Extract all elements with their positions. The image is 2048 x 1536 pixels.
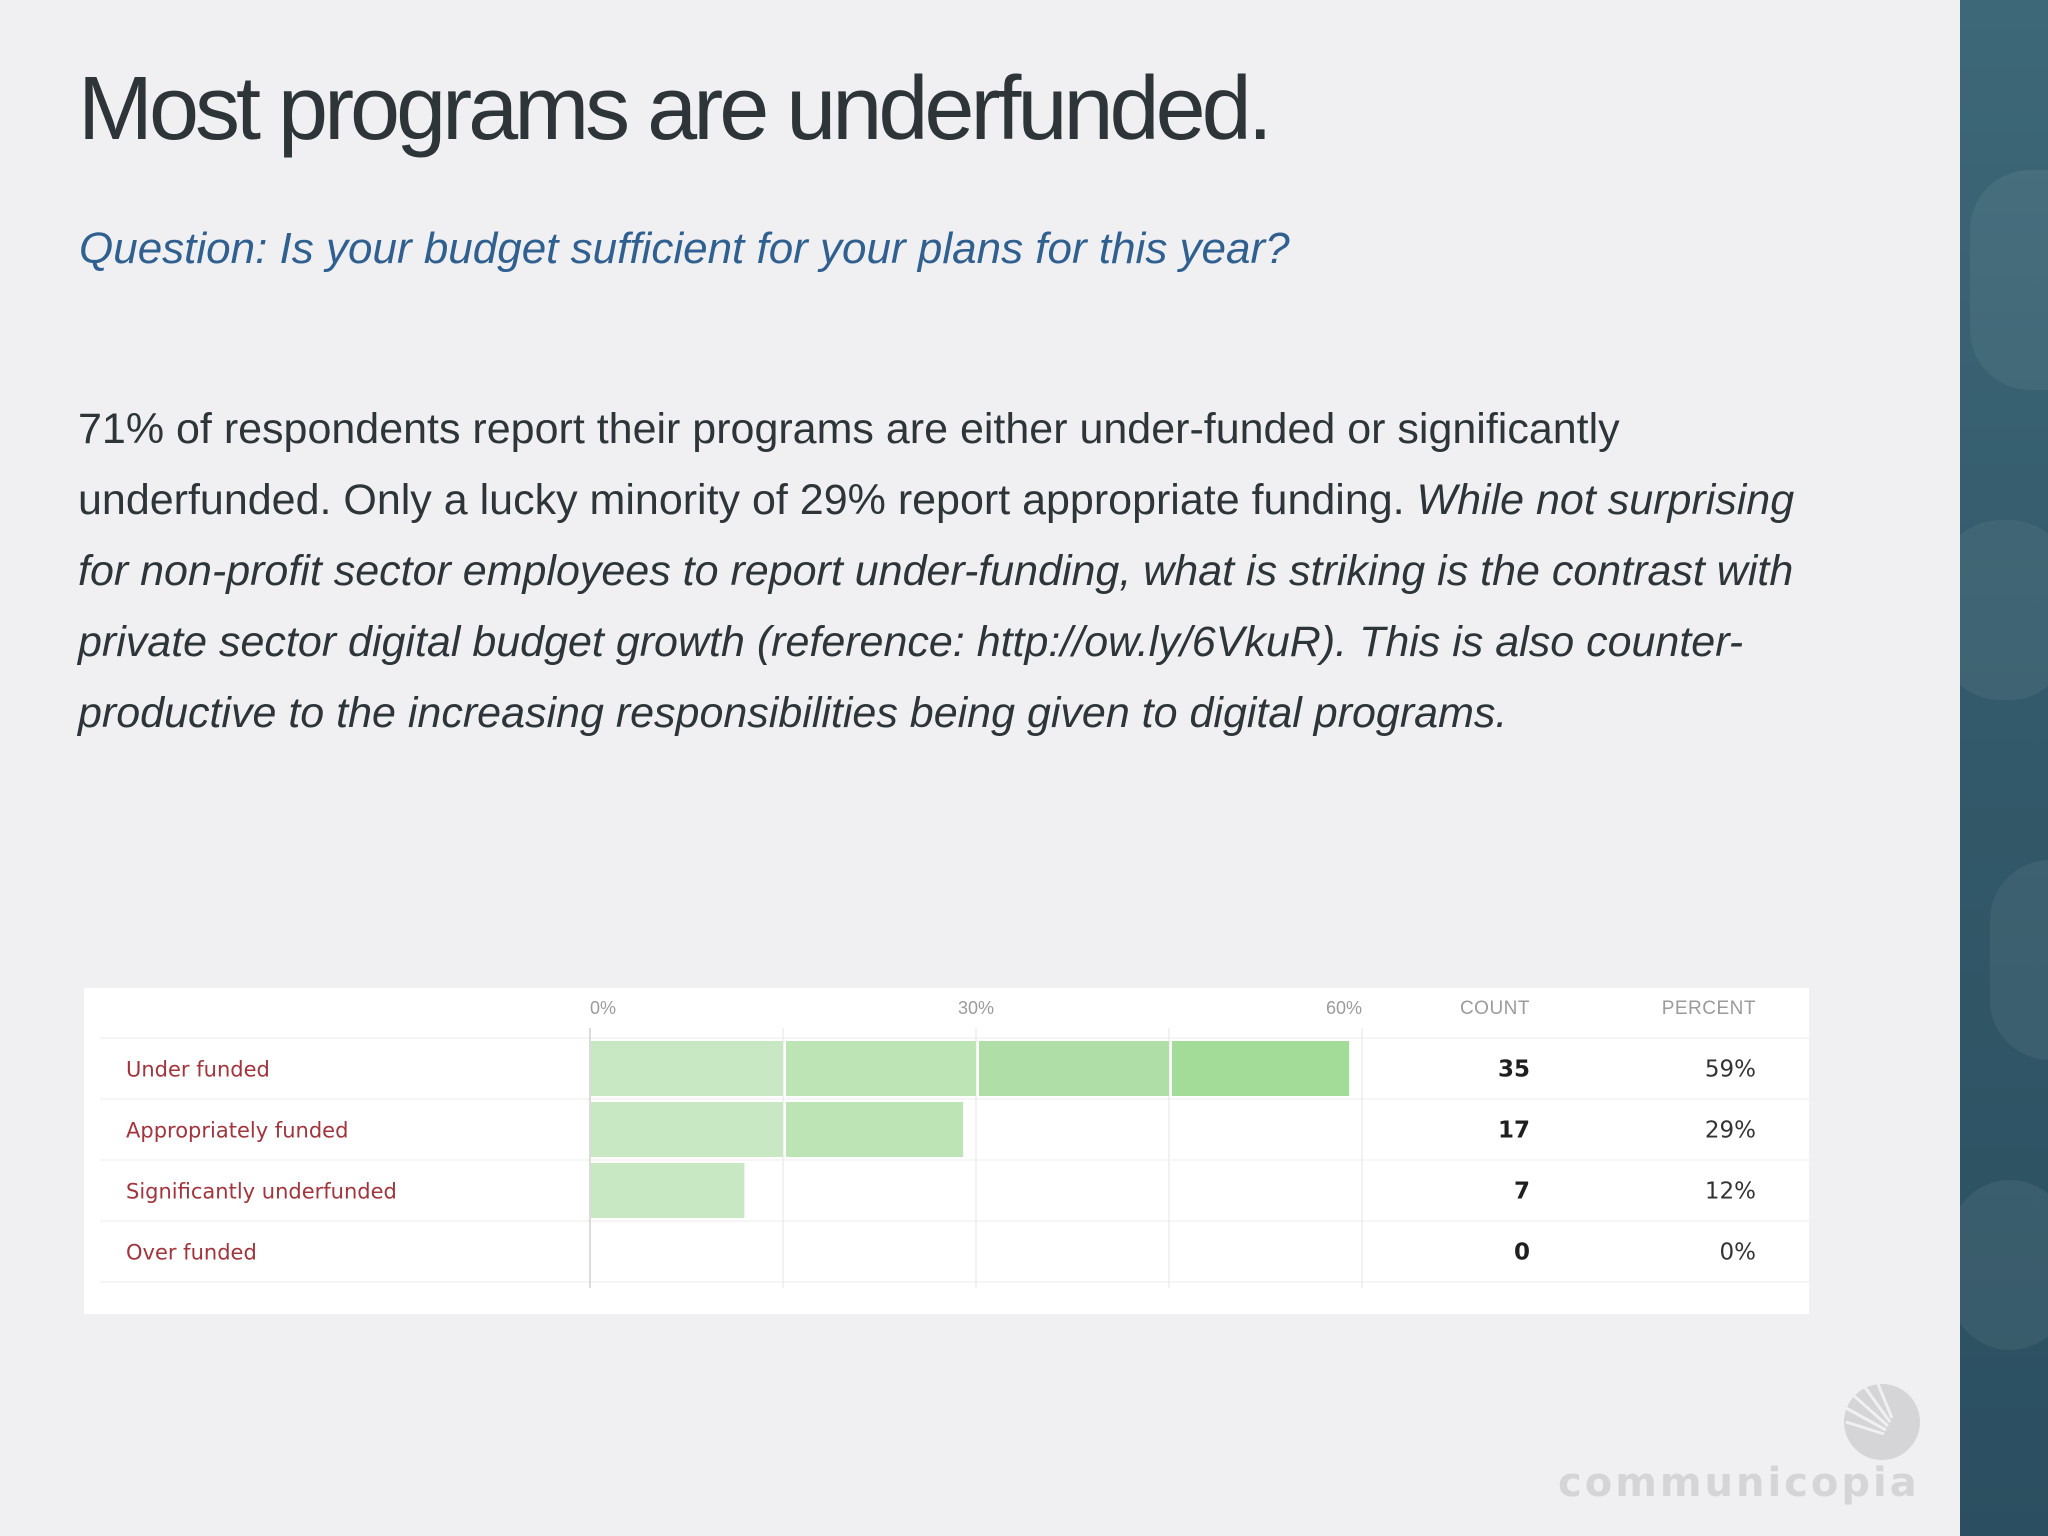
grid-lines: [100, 1028, 1809, 1288]
side-decoration-band: [1960, 0, 2048, 1536]
count-values: 35 17 7 0: [1498, 1057, 1530, 1266]
bar-segment: [786, 1102, 964, 1157]
body-plain-text: 71% of respondents report their programs…: [78, 405, 1620, 524]
body-italic-text: While not surprising for non-profit sect…: [78, 476, 1795, 737]
body-paragraph: 71% of respondents report their programs…: [78, 394, 1798, 749]
communicopia-logo: communicopia: [1556, 1382, 1920, 1506]
tick-label: 30%: [958, 998, 994, 1018]
logo-wordmark: communicopia: [1558, 1460, 1920, 1506]
percent-column-header: PERCENT: [1662, 998, 1756, 1019]
communicopia-logo-icon: [1844, 1383, 1920, 1460]
tick-label: 0%: [590, 998, 616, 1018]
survey-question: Question: Is your budget sufficient for …: [79, 224, 1290, 273]
percent-value: 0%: [1720, 1240, 1757, 1266]
count-column-header: COUNT: [1460, 998, 1530, 1019]
percent-values: 59% 29% 12% 0%: [1705, 1057, 1756, 1266]
results-chart: 0% 30% 60% COUNT PERCENT Under funded Appro…: [84, 988, 1809, 1314]
count-value: 35: [1498, 1057, 1530, 1083]
count-value: 7: [1514, 1179, 1530, 1205]
slide-title: Most programs are underfunded.: [78, 59, 1273, 159]
bars: [591, 1041, 1350, 1218]
row-labels: Under funded Appropriately funded Signific…: [126, 1058, 397, 1265]
axis-tick-labels: 0% 30% 60%: [590, 998, 1362, 1018]
percent-value: 12%: [1705, 1179, 1756, 1205]
bar-segment: [786, 1041, 976, 1096]
bar-chart-svg: 0% 30% 60% COUNT PERCENT Under funded Appro…: [100, 998, 1809, 1288]
percent-value: 59%: [1705, 1057, 1756, 1083]
bar-segment: [591, 1102, 783, 1157]
count-value: 17: [1498, 1118, 1530, 1144]
count-value: 0: [1514, 1240, 1530, 1266]
category-label: Significantly underfunded: [126, 1180, 397, 1204]
bar-segment: [591, 1041, 783, 1096]
bar-segment: [1172, 1041, 1350, 1096]
tick-label: 60%: [1326, 998, 1362, 1018]
percent-value: 29%: [1705, 1118, 1756, 1144]
bar-segment: [979, 1041, 1169, 1096]
bar-segment: [591, 1163, 745, 1218]
category-label: Appropriately funded: [126, 1119, 348, 1143]
category-label: Under funded: [126, 1058, 270, 1082]
category-label: Over funded: [126, 1241, 257, 1265]
